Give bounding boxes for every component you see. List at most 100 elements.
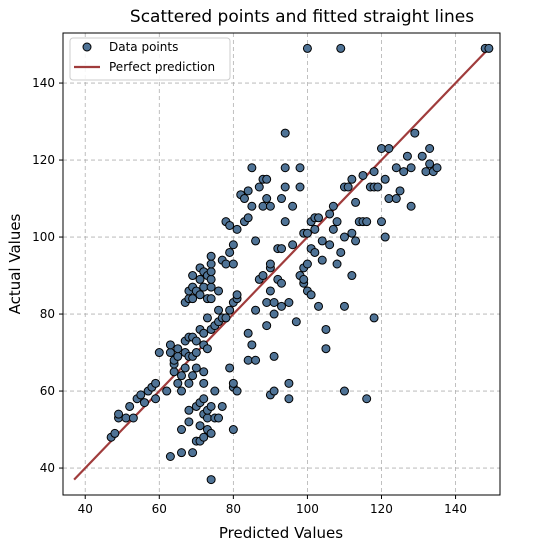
data-point [228, 259, 238, 269]
data-point [188, 271, 198, 281]
data-point [347, 228, 357, 238]
data-point [191, 348, 201, 358]
data-point [362, 217, 372, 227]
data-point [202, 313, 212, 323]
data-point [232, 224, 242, 234]
data-point [199, 394, 209, 404]
data-point [325, 240, 335, 250]
data-point [199, 378, 209, 388]
data-point [339, 232, 349, 242]
y-axis-label: Actual Values [6, 213, 24, 314]
y-axis-ticks: 40 60 80 100 120 140 [32, 76, 63, 475]
data-point [277, 194, 286, 204]
data-point [125, 401, 135, 411]
data-point [206, 475, 216, 485]
data-point [169, 367, 179, 377]
data-point [351, 197, 361, 207]
data-point [432, 163, 442, 173]
data-point [269, 298, 279, 307]
y-tick-label: 40 [40, 461, 55, 475]
data-point [280, 128, 290, 138]
data-point [314, 213, 324, 223]
data-point [314, 301, 324, 311]
data-point [302, 43, 312, 53]
data-point [406, 163, 416, 173]
data-point [302, 228, 312, 238]
data-point [295, 182, 305, 192]
legend-box [69, 37, 231, 81]
data-point [291, 317, 301, 327]
data-point [128, 413, 138, 423]
data-point [351, 236, 361, 246]
points-layer [106, 43, 494, 485]
data-point [177, 371, 187, 381]
data-point [214, 305, 224, 315]
data-point [339, 301, 349, 311]
x-tick-label: 140 [444, 502, 467, 516]
data-point [302, 259, 312, 269]
data-point [299, 274, 309, 284]
legend-point-swatch [82, 42, 92, 52]
data-point [214, 286, 224, 296]
x-axis-ticks: 40 60 80 100 120 140 [78, 495, 467, 516]
data-point [206, 259, 216, 269]
data-point [288, 201, 298, 211]
grid [63, 33, 500, 495]
data-point [191, 363, 201, 373]
data-point [380, 174, 390, 184]
data-point [136, 390, 146, 400]
data-point [151, 394, 161, 404]
data-point [173, 351, 183, 361]
data-point [206, 267, 216, 277]
data-point [410, 128, 420, 138]
data-point [332, 259, 342, 269]
perfect-prediction-line [73, 47, 490, 481]
data-point [184, 417, 194, 427]
data-point [217, 401, 227, 411]
x-tick-label: 80 [226, 502, 241, 516]
data-point [295, 163, 305, 173]
data-point [151, 378, 161, 388]
data-point [221, 313, 231, 323]
data-point [391, 163, 401, 173]
data-point [228, 378, 238, 388]
data-point [317, 236, 327, 246]
data-point [110, 428, 120, 438]
data-point [188, 371, 198, 381]
data-point [284, 298, 294, 307]
data-point [243, 186, 253, 196]
data-point [425, 144, 435, 153]
data-point [184, 378, 194, 388]
data-point [221, 259, 231, 269]
data-point [228, 425, 238, 435]
legend-label-data-points: Data points [109, 40, 178, 54]
data-point [251, 236, 261, 246]
data-point [373, 182, 383, 192]
data-point [347, 271, 357, 281]
data-point [254, 182, 264, 192]
data-point [339, 386, 349, 396]
x-axis-label: Predicted Values [219, 524, 343, 542]
x-tick-label: 120 [370, 502, 393, 516]
data-point [214, 413, 224, 423]
data-point [173, 344, 183, 354]
data-point [362, 394, 372, 404]
data-point [232, 290, 242, 300]
data-point [191, 336, 201, 346]
data-point [332, 217, 342, 227]
data-point [277, 278, 286, 288]
data-point [288, 240, 298, 250]
data-point [206, 428, 216, 438]
data-point [177, 386, 187, 396]
data-point [180, 363, 190, 373]
data-point [284, 378, 294, 388]
x-tick-label: 40 [78, 502, 93, 516]
data-point [310, 247, 320, 257]
data-point [406, 201, 416, 211]
data-point [247, 340, 257, 350]
data-point [173, 378, 183, 388]
data-point [228, 240, 238, 250]
data-point [251, 355, 261, 365]
data-point [188, 448, 198, 458]
